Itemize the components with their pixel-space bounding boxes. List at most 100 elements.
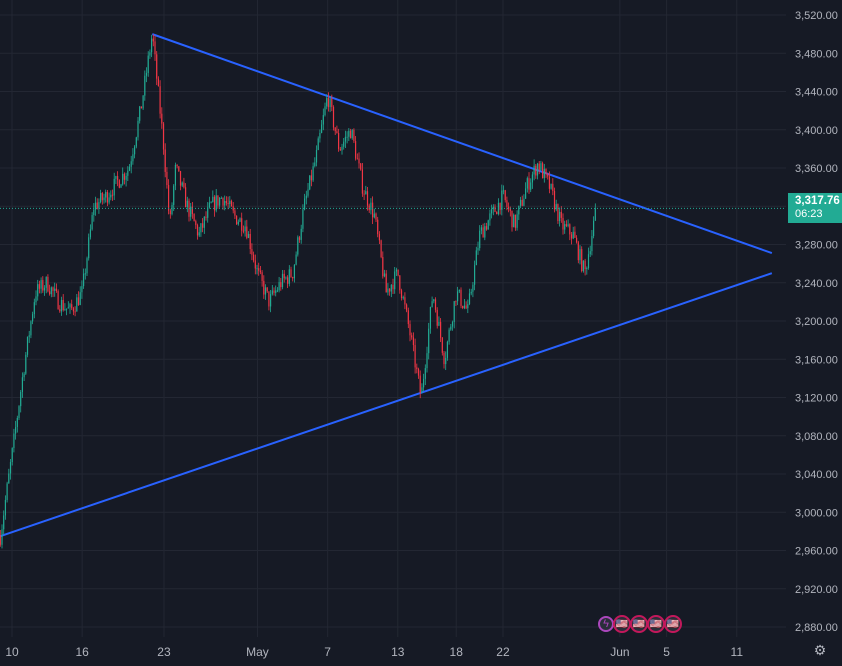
candle-body	[186, 200, 188, 208]
candle-body	[210, 202, 212, 204]
candle-body	[394, 271, 396, 290]
candle-body	[482, 227, 484, 238]
candle-body	[552, 183, 554, 191]
candle-body	[457, 291, 459, 302]
candle-body	[557, 204, 559, 222]
candle-body	[55, 288, 58, 292]
candle-body	[560, 211, 562, 218]
candle-body	[304, 198, 306, 210]
candle-body	[37, 284, 39, 297]
candle-body	[424, 368, 426, 379]
candle-body	[93, 209, 95, 216]
candle-body	[42, 280, 44, 291]
candle-body	[523, 198, 525, 206]
candle-body	[491, 209, 493, 214]
us-flag-icon[interactable]: 🇺🇸	[613, 615, 631, 633]
candle-body	[502, 190, 505, 192]
candle-body	[589, 251, 591, 255]
candle-body	[579, 249, 581, 261]
candle-body	[212, 196, 214, 203]
candle-body	[222, 197, 224, 206]
candle-body	[89, 229, 92, 238]
candle-body	[198, 232, 200, 236]
candle-body	[132, 154, 134, 162]
y-tick-label: 3,160.00	[795, 354, 838, 366]
candle-body	[348, 130, 350, 137]
candle-body	[533, 165, 535, 175]
us-flag-icon[interactable]: 🇺🇸	[664, 615, 682, 633]
candle-body	[230, 200, 233, 207]
candle-body	[314, 162, 316, 167]
candle-body	[168, 185, 170, 211]
economic-events[interactable]: ϟ 🇺🇸 🇺🇸 🇺🇸 🇺🇸	[598, 613, 682, 635]
candle-body	[59, 309, 61, 312]
candle-body	[38, 284, 41, 289]
candle-body	[499, 202, 501, 210]
candle-body	[4, 499, 7, 516]
y-tick-label: 3,240.00	[795, 278, 838, 290]
candle-body	[458, 289, 460, 292]
us-flag-icon[interactable]: 🇺🇸	[647, 615, 665, 633]
candle-body	[154, 41, 156, 55]
candle-body	[13, 433, 15, 449]
candle-body	[96, 202, 98, 209]
candle-body	[3, 515, 5, 530]
candle-body	[283, 273, 285, 279]
trendline[interactable]	[151, 33, 773, 255]
candle-body	[429, 306, 432, 329]
y-tick-label: 3,480.00	[795, 48, 838, 60]
x-tick-label: May	[246, 645, 269, 659]
candle-body	[513, 214, 515, 228]
candle-body	[390, 284, 392, 292]
candle-body	[400, 290, 403, 299]
candle-body	[263, 280, 265, 295]
current-price-badge: 3,317.76 06:23	[788, 193, 842, 223]
candle-body	[171, 204, 173, 215]
candle-body	[1, 529, 3, 545]
time-axis[interactable]: 10 16 23 May 7 13 18 22 Jun 5 11	[5, 645, 743, 659]
candle-body	[406, 304, 408, 311]
candle-body	[84, 273, 86, 275]
candle-body	[355, 141, 357, 159]
candle-body	[202, 223, 204, 228]
candle-body	[72, 308, 75, 312]
price-axis[interactable]: 3,520.00 3,480.00 3,440.00 3,400.00 3,360.00…	[795, 10, 838, 634]
candle-body	[460, 289, 462, 306]
candle-body	[239, 218, 241, 222]
candle-body	[26, 336, 29, 355]
candle-body	[151, 38, 153, 53]
candle-body	[494, 206, 496, 212]
candle-body	[389, 288, 391, 292]
candle-body	[196, 225, 199, 236]
y-tick-label: 2,880.00	[795, 622, 838, 634]
candle-body	[135, 137, 137, 147]
candle-body	[178, 166, 180, 172]
candle-body	[142, 95, 144, 109]
us-flag-icon[interactable]: 🇺🇸	[630, 615, 648, 633]
trendline[interactable]	[0, 272, 773, 538]
candle-body	[273, 290, 275, 293]
bar-countdown: 06:23	[795, 208, 823, 220]
candle-body	[149, 52, 151, 56]
gear-icon[interactable]: ⚙	[813, 642, 827, 658]
candle-body	[565, 224, 568, 226]
candle-body	[144, 75, 146, 96]
candle-body	[334, 127, 336, 132]
candle-body	[492, 206, 494, 210]
candle-body	[225, 200, 228, 204]
candle-body	[145, 72, 148, 76]
candle-body	[287, 277, 289, 284]
candle-body	[261, 272, 263, 281]
lightning-icon[interactable]: ϟ	[598, 616, 614, 632]
candle-body	[548, 176, 551, 189]
candle-body	[508, 206, 510, 209]
candle-body	[535, 165, 537, 176]
candle-body	[115, 176, 117, 179]
candle-body	[543, 168, 545, 179]
candle-body	[542, 163, 544, 179]
candle-body	[219, 197, 221, 206]
candle-body	[465, 305, 467, 309]
trendlines[interactable]	[0, 33, 773, 538]
